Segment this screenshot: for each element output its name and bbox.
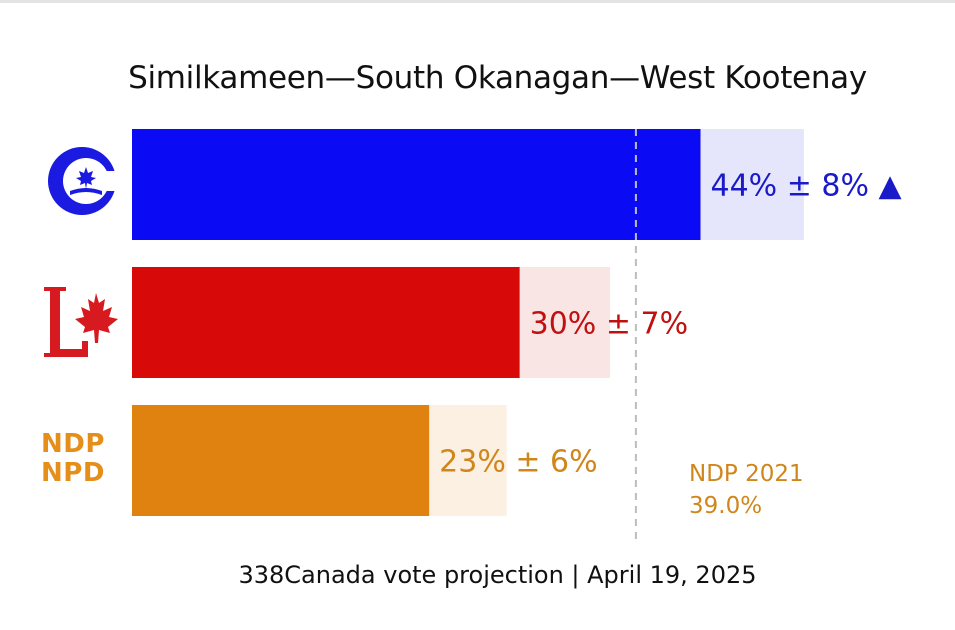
reference-label: NDP 2021 39.0%	[689, 458, 804, 522]
chart-title: Similkameen—South Okanagan—West Kootenay	[128, 60, 867, 96]
liberal-logo-icon	[44, 287, 118, 357]
footer-caption: 338Canada vote projection | April 19, 20…	[238, 561, 757, 589]
ndp-logo: NDP NPD	[41, 430, 105, 488]
data-label-ndp: 23% ± 6%	[439, 445, 597, 480]
bar-ndp	[132, 405, 430, 516]
ndp-logo-line1: NDP	[41, 429, 105, 459]
data-label-conservative: 44% ± 8% ▲	[711, 169, 902, 204]
data-label-liberal: 30% ± 7%	[530, 307, 688, 342]
reference-label-line2: 39.0%	[689, 493, 763, 519]
top-rule	[0, 0, 955, 3]
bar-liberal	[132, 267, 520, 378]
reference-label-line1: NDP 2021	[689, 461, 804, 487]
conservative-logo-icon	[48, 147, 118, 215]
bar-conservative	[132, 129, 701, 240]
ndp-logo-line2: NPD	[41, 458, 105, 488]
